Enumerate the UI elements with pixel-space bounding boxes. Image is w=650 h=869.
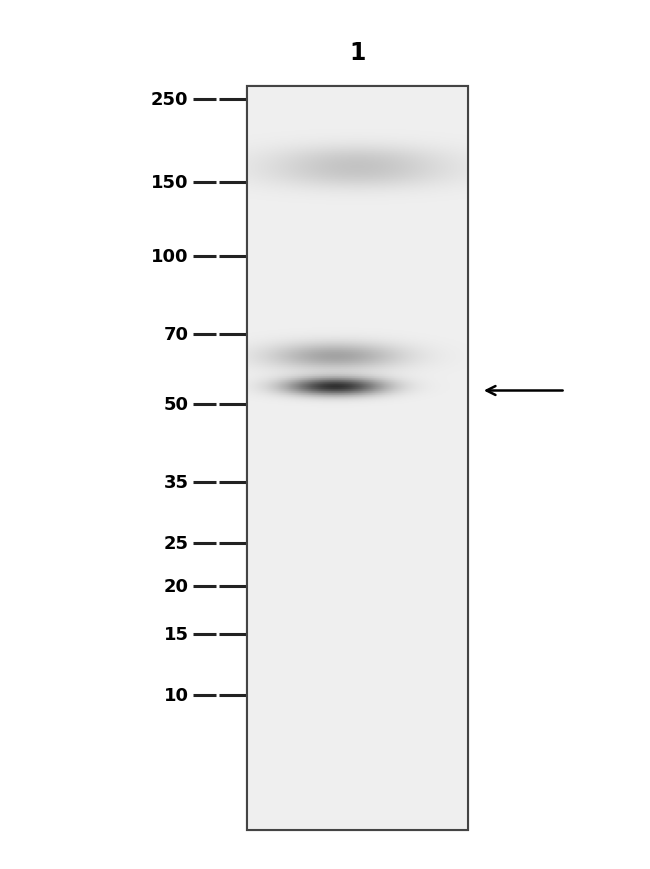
Text: 10: 10 xyxy=(164,687,188,704)
Bar xyxy=(247,87,468,830)
Text: 35: 35 xyxy=(164,474,188,491)
Bar xyxy=(247,87,468,830)
Text: 70: 70 xyxy=(164,326,188,343)
Text: 25: 25 xyxy=(164,534,188,552)
Text: 250: 250 xyxy=(151,91,188,109)
Text: 50: 50 xyxy=(164,395,188,413)
Text: 15: 15 xyxy=(164,626,188,643)
Text: 1: 1 xyxy=(349,41,366,65)
Text: 20: 20 xyxy=(164,578,188,595)
Text: 150: 150 xyxy=(151,174,188,191)
Text: 100: 100 xyxy=(151,248,188,265)
